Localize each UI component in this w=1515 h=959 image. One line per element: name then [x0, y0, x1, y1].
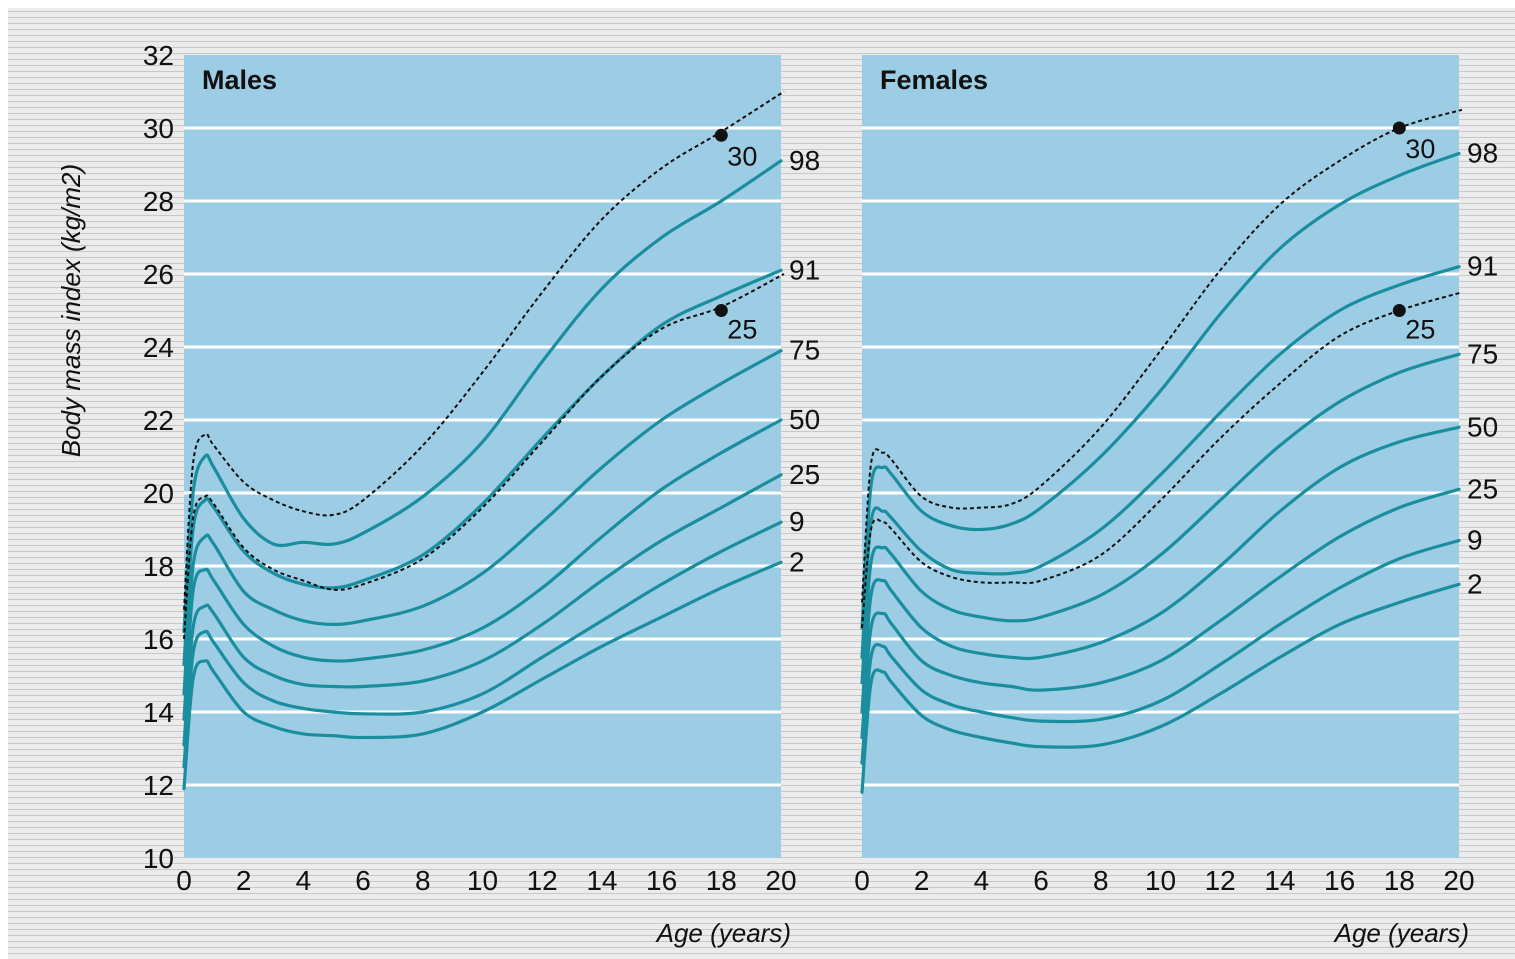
y-tick-label-30: 30 [143, 113, 174, 144]
y-tick-label-22: 22 [143, 405, 174, 436]
x-tick-label-8: 8 [1093, 865, 1109, 896]
panel-title: Males [202, 65, 277, 95]
x-tick-label-2: 2 [236, 865, 252, 896]
percentile-line-25 [182, 473, 783, 747]
x-tick-label-0: 0 [854, 865, 870, 896]
percentile-line-9 [860, 538, 1461, 765]
percentile-label-75: 75 [1467, 338, 1498, 369]
y-tick-label-12: 12 [143, 770, 174, 801]
x-tick-label-20: 20 [765, 865, 796, 896]
percentile-line-75 [860, 352, 1461, 685]
percentile-label-75: 75 [789, 335, 820, 366]
y-tick-label-14: 14 [143, 697, 174, 728]
x-tick-label-4: 4 [974, 865, 990, 896]
x-tick-label-14: 14 [1264, 865, 1295, 896]
percentile-label-91: 91 [1467, 251, 1498, 282]
percentile-line-50 [860, 425, 1461, 714]
x-tick-label-14: 14 [586, 865, 617, 896]
x-tick-label-6: 6 [355, 865, 371, 896]
cutoff-label-30: 30 [727, 141, 757, 171]
x-tick-label-4: 4 [296, 865, 312, 896]
percentile-line-98 [182, 159, 783, 634]
percentile-label-25: 25 [1467, 473, 1498, 504]
percentile-label-91: 91 [789, 254, 820, 285]
x-tick-label-16: 16 [1324, 865, 1355, 896]
cutoff-point-30 [714, 128, 728, 142]
x-tick-label-10: 10 [467, 865, 498, 896]
y-tick-label-18: 18 [143, 551, 174, 582]
x-tick-label-18: 18 [1384, 865, 1415, 896]
x-tick-label-2: 2 [914, 865, 930, 896]
cutoff-line-25 [861, 291, 1463, 629]
cutoff-line-30 [183, 90, 785, 610]
panel-females: Females 98 91 75 50 25 9 2 30 25 0 2 4 6 8 10 12 14 16 18 20… [854, 55, 1498, 948]
percentile-label-98: 98 [1467, 138, 1498, 169]
percentile-line-2 [182, 560, 783, 791]
cutoff-line-25 [183, 273, 785, 640]
x-tick-label-8: 8 [415, 865, 431, 896]
percentile-line-25 [860, 487, 1461, 740]
cutoff-point-30 [1392, 121, 1406, 135]
percentile-label-9: 9 [1467, 524, 1483, 555]
cutoff-label-25: 25 [1405, 315, 1435, 345]
percentile-line-91 [182, 268, 783, 667]
percentile-line-75 [182, 349, 783, 696]
y-tick-label-24: 24 [143, 332, 174, 363]
x-tick-label-20: 20 [1443, 865, 1474, 896]
panel-background [862, 55, 1459, 858]
x-tick-label-16: 16 [646, 865, 677, 896]
y-tick-label-16: 16 [143, 624, 174, 655]
percentile-label-2: 2 [789, 546, 805, 577]
percentile-line-2 [860, 582, 1461, 794]
x-tick-label-12: 12 [527, 865, 558, 896]
percentile-label-50: 50 [789, 404, 820, 435]
cutoff-label-30: 30 [1405, 134, 1435, 164]
cutoff-label-25: 25 [727, 315, 757, 345]
y-tick-label-26: 26 [143, 259, 174, 290]
percentile-line-9 [182, 520, 783, 769]
y-axis-label: Body mass index (kg/m2) [56, 164, 86, 457]
percentile-label-25: 25 [789, 459, 820, 490]
x-tick-label-6: 6 [1033, 865, 1049, 896]
percentile-line-91 [860, 265, 1461, 659]
panel-background [184, 55, 781, 858]
percentile-label-98: 98 [789, 145, 820, 176]
percentile-line-50 [182, 418, 783, 721]
x-tick-label-10: 10 [1145, 865, 1176, 896]
percentile-label-2: 2 [1467, 568, 1483, 599]
panel-title: Females [880, 65, 988, 95]
percentile-line-98 [860, 151, 1461, 630]
cutoff-line-30 [861, 108, 1463, 603]
y-tick-label-20: 20 [143, 478, 174, 509]
x-axis-label: Age (years) [1333, 918, 1469, 948]
x-tick-label-0: 0 [176, 865, 192, 896]
percentile-label-50: 50 [1467, 411, 1498, 442]
cutoff-point-25 [1392, 304, 1406, 317]
x-tick-label-18: 18 [706, 865, 737, 896]
cutoff-point-25 [714, 304, 728, 317]
x-tick-label-12: 12 [1205, 865, 1236, 896]
y-tick-label-32: 32 [143, 40, 174, 71]
x-axis-label: Age (years) [655, 918, 791, 948]
y-tick-label-28: 28 [143, 186, 174, 217]
y-tick-label-10: 10 [143, 843, 174, 874]
percentile-label-9: 9 [789, 506, 805, 537]
